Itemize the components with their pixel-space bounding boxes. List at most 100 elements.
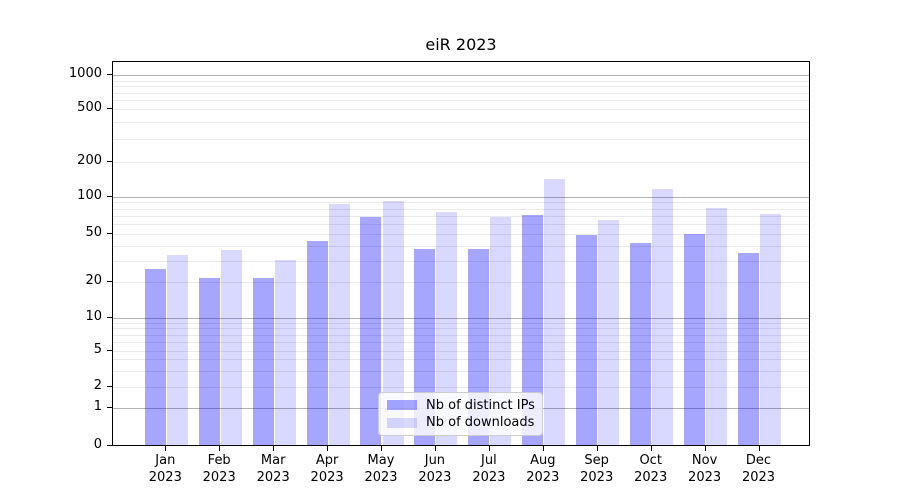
bar-nb-of-downloads-apr-2023 bbox=[328, 204, 350, 445]
major-gridline bbox=[113, 196, 809, 198]
bar-nb-of-distinct-ips-jan-2023 bbox=[144, 269, 166, 445]
plot-area bbox=[112, 61, 810, 446]
minor-gridline bbox=[113, 100, 809, 102]
x-tick-label-month: Mar bbox=[260, 453, 286, 468]
x-tick-mark-apr-2023 bbox=[327, 446, 329, 451]
major-gridline bbox=[113, 317, 809, 319]
bar-nb-of-downloads-sep-2023 bbox=[598, 219, 620, 445]
minor-gridline bbox=[113, 282, 809, 283]
x-tick-mark-sep-2023 bbox=[596, 446, 598, 451]
x-tick-label-year: 2023 bbox=[580, 470, 614, 485]
x-tick-label-jun-2023: Jun 2023 bbox=[405, 452, 465, 486]
x-tick-label-month: Nov bbox=[691, 453, 718, 468]
y-tick-mark-0 bbox=[107, 445, 112, 446]
bar-nb-of-downloads-may-2023 bbox=[382, 201, 404, 445]
x-tick-label-year: 2023 bbox=[526, 470, 560, 485]
bar-nb-of-downloads-aug-2023 bbox=[544, 178, 566, 445]
bar-nb-of-distinct-ips-oct-2023 bbox=[630, 243, 652, 445]
y-tick-label-1000: 1000 bbox=[68, 66, 102, 82]
y-tick-mark-2 bbox=[107, 386, 112, 387]
x-tick-label-aug-2023: Aug 2023 bbox=[513, 452, 573, 486]
minor-gridline bbox=[113, 328, 809, 330]
minor-gridline bbox=[113, 350, 809, 352]
minor-gridline bbox=[113, 322, 809, 324]
bar-nb-of-distinct-ips-dec-2023 bbox=[737, 253, 759, 445]
bar-nb-of-downloads-jan-2023 bbox=[166, 254, 188, 445]
minor-gridline bbox=[113, 80, 809, 82]
x-tick-label-month: Aug bbox=[530, 453, 556, 468]
x-tick-label-mar-2023: Mar 2023 bbox=[243, 452, 303, 486]
minor-gridline bbox=[113, 109, 809, 111]
minor-gridline bbox=[113, 370, 809, 372]
bar-nb-of-distinct-ips-nov-2023 bbox=[684, 234, 705, 445]
minor-gridline bbox=[113, 138, 809, 140]
x-tick-label-month: Oct bbox=[639, 453, 662, 468]
bar-nb-of-downloads-oct-2023 bbox=[652, 188, 674, 445]
bar-nb-of-downloads-jun-2023 bbox=[436, 211, 458, 445]
x-tick-mark-mar-2023 bbox=[273, 446, 275, 451]
y-tick-label-100: 100 bbox=[77, 187, 102, 203]
legend-label-nb-of-distinct-ips: Nb of distinct IPs bbox=[426, 397, 535, 413]
y-tick-label-200: 200 bbox=[77, 153, 102, 168]
minor-gridline bbox=[113, 234, 809, 235]
x-tick-label-month: Jun bbox=[424, 453, 446, 468]
x-tick-label-month: Dec bbox=[745, 453, 772, 468]
y-tick-label-1: 1 bbox=[93, 399, 102, 414]
minor-gridline bbox=[113, 122, 809, 124]
x-tick-mark-oct-2023 bbox=[650, 446, 652, 451]
x-tick-mark-dec-2023 bbox=[758, 446, 760, 451]
x-tick-label-year: 2023 bbox=[310, 470, 344, 485]
x-tick-label-month: Jul bbox=[481, 453, 497, 468]
bar-nb-of-downloads-jul-2023 bbox=[490, 217, 512, 445]
y-tick-mark-500 bbox=[107, 108, 112, 110]
x-tick-mark-may-2023 bbox=[381, 446, 382, 451]
y-tick-label-20: 20 bbox=[85, 273, 102, 288]
legend-swatch-nb-of-downloads bbox=[387, 417, 417, 428]
x-tick-label-jul-2023: Jul 2023 bbox=[459, 452, 519, 486]
major-gridline bbox=[113, 75, 809, 77]
x-tick-label-year: 2023 bbox=[472, 470, 506, 485]
x-tick-label-year: 2023 bbox=[256, 470, 290, 485]
x-tick-label-year: 2023 bbox=[202, 470, 236, 485]
x-tick-mark-jan-2023 bbox=[165, 446, 167, 451]
x-tick-label-year: 2023 bbox=[688, 470, 722, 485]
y-tick-mark-100 bbox=[107, 195, 112, 197]
legend-entry-nb-of-distinct-ips: Nb of distinct IPs bbox=[387, 397, 535, 413]
y-tick-label-0: 0 bbox=[93, 437, 102, 452]
minor-gridline bbox=[113, 92, 809, 94]
bar-nb-of-distinct-ips-mar-2023 bbox=[252, 278, 274, 445]
bar-nb-of-distinct-ips-aug-2023 bbox=[522, 214, 544, 445]
y-tick-label-5: 5 bbox=[93, 341, 102, 357]
x-tick-label-year: 2023 bbox=[364, 470, 398, 485]
bar-nb-of-distinct-ips-feb-2023 bbox=[198, 278, 220, 445]
minor-gridline bbox=[113, 260, 809, 262]
minor-gridline bbox=[113, 245, 809, 247]
y-tick-mark-10 bbox=[107, 316, 112, 318]
minor-gridline bbox=[113, 359, 809, 361]
x-tick-label-month: Feb bbox=[207, 453, 231, 468]
chart-title: eiR 2023 bbox=[425, 35, 497, 54]
x-tick-label-dec-2023: Dec 2023 bbox=[729, 452, 789, 486]
x-tick-label-year: 2023 bbox=[634, 470, 668, 485]
x-tick-mark-nov-2023 bbox=[704, 446, 706, 451]
y-tick-mark-1000 bbox=[107, 74, 112, 76]
x-tick-label-may-2023: May 2023 bbox=[351, 452, 411, 486]
minor-gridline bbox=[113, 208, 809, 210]
y-tick-mark-5 bbox=[107, 349, 112, 351]
x-tick-mark-feb-2023 bbox=[219, 446, 221, 451]
x-tick-mark-jun-2023 bbox=[434, 446, 436, 451]
y-tick-label-2: 2 bbox=[93, 378, 102, 393]
x-tick-label-month: May bbox=[367, 453, 395, 468]
y-tick-mark-1 bbox=[107, 407, 112, 408]
minor-gridline bbox=[113, 162, 809, 163]
y-tick-mark-200 bbox=[107, 161, 112, 162]
x-tick-label-jan-2023: Jan 2023 bbox=[135, 452, 195, 486]
bar-nb-of-downloads-nov-2023 bbox=[706, 207, 728, 445]
y-tick-label-500: 500 bbox=[77, 100, 102, 116]
minor-gridline bbox=[113, 341, 809, 343]
minor-gridline bbox=[113, 202, 809, 204]
bar-nb-of-downloads-dec-2023 bbox=[760, 214, 781, 445]
x-tick-label-sep-2023: Sep 2023 bbox=[567, 452, 627, 486]
legend-swatch-nb-of-distinct-ips bbox=[387, 400, 417, 411]
